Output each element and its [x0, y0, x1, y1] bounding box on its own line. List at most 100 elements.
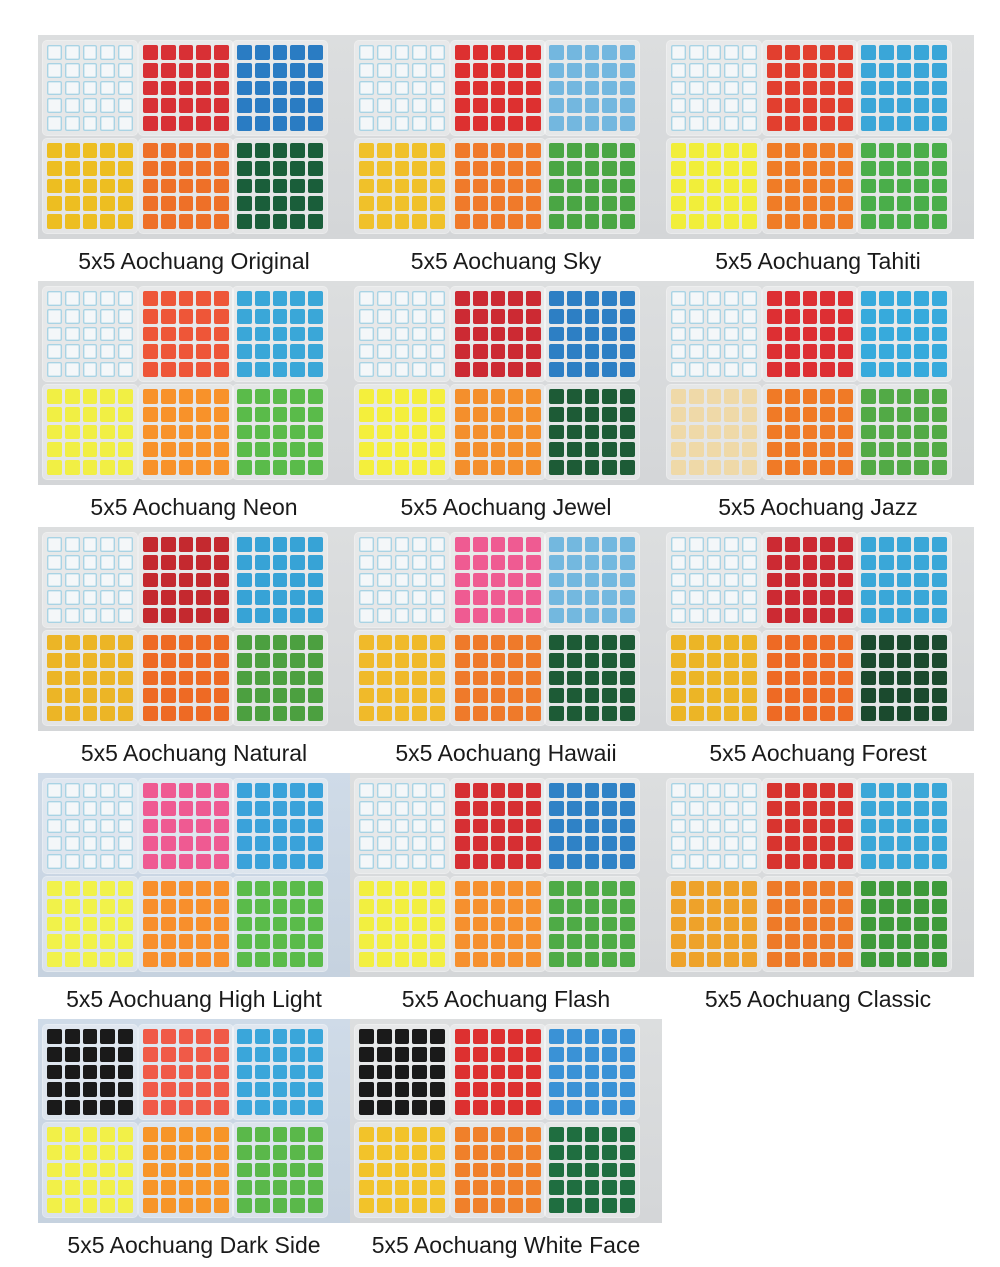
sticker-tile: [47, 590, 62, 606]
sticker-tile: [820, 116, 836, 131]
sticker-tile: [767, 308, 782, 324]
sticker-tile: [272, 1029, 288, 1044]
sticker-tile: [376, 934, 392, 950]
sticker-sheet-green-face: [545, 1123, 639, 1217]
sticker-tile: [455, 783, 470, 798]
sticker-tile: [143, 1127, 158, 1142]
sticker-tile: [602, 98, 618, 114]
sticker-tile: [272, 1046, 288, 1062]
sticker-tile: [784, 178, 800, 194]
sticker-tile: [802, 898, 818, 914]
sticker-tile: [526, 670, 541, 686]
sticker-sheet-red-face: [451, 533, 545, 627]
sticker-tile: [896, 572, 912, 588]
sticker-tile: [838, 389, 853, 404]
sticker-tile: [472, 608, 488, 623]
sticker-tile: [237, 554, 252, 570]
sticker-tile: [784, 160, 800, 176]
sticker-tile: [878, 572, 894, 588]
sticker-tile: [566, 143, 582, 158]
sticker-tile: [160, 460, 176, 475]
sticker-tile: [160, 952, 176, 967]
sticker-tile: [237, 1046, 252, 1062]
sticker-tile: [412, 854, 428, 869]
sticker-tile: [472, 460, 488, 475]
sticker-tile: [196, 178, 212, 194]
sticker-tile: [196, 934, 212, 950]
sticker-tile: [160, 670, 176, 686]
sticker-tile: [394, 670, 410, 686]
sticker-tile: [82, 98, 98, 114]
sticker-tile: [566, 898, 582, 914]
sticker-tile: [82, 291, 98, 306]
sticker-tile: [620, 442, 635, 458]
sticker-tile: [412, 143, 428, 158]
sticker-tile: [143, 45, 158, 60]
sticker-tile: [430, 1029, 445, 1044]
sticker-tile: [290, 1198, 306, 1213]
sticker-tile: [376, 554, 392, 570]
sticker-tile: [508, 898, 524, 914]
sticker-tile: [767, 652, 782, 668]
sticker-tile: [160, 652, 176, 668]
sticker-tile: [178, 1082, 194, 1098]
sticker-tile: [47, 783, 62, 798]
sticker-tile: [802, 934, 818, 950]
sticker-tile: [376, 196, 392, 212]
sticker-tile: [566, 1180, 582, 1196]
sticker-tile: [602, 1046, 618, 1062]
sticker-tile: [272, 952, 288, 967]
sticker-tile: [620, 98, 635, 114]
sticker-tile: [508, 1144, 524, 1160]
sticker-tile: [359, 898, 374, 914]
sticker-tile: [290, 1082, 306, 1098]
sticker-tile: [178, 898, 194, 914]
sticker-tile: [526, 1046, 541, 1062]
sticker-tile: [584, 952, 600, 967]
sticker-tile: [359, 143, 374, 158]
sticker-tile: [82, 554, 98, 570]
sticker-sheet-blue-face: [545, 533, 639, 627]
sticker-tile: [914, 344, 930, 360]
sticker-tile: [272, 98, 288, 114]
sticker-tile: [214, 1162, 229, 1178]
sticker-sheet-orange-face: [139, 631, 233, 725]
sticker-tile: [549, 98, 564, 114]
sticker-tile: [196, 688, 212, 704]
sticker-tile: [602, 326, 618, 342]
sticker-tile: [584, 688, 600, 704]
sticker-tile: [100, 80, 116, 96]
sticker-tile: [802, 344, 818, 360]
sticker-tile: [196, 1029, 212, 1044]
sticker-tile: [671, 98, 686, 114]
sticker-tile: [620, 881, 635, 896]
product-caption: 5x5 Aochuang Dark Side: [67, 1232, 321, 1258]
sticker-tile: [602, 389, 618, 404]
sticker-tile: [861, 836, 876, 852]
sticker-tile: [290, 1162, 306, 1178]
sticker-tile: [178, 706, 194, 721]
sticker-tile: [237, 344, 252, 360]
sticker-tile: [549, 537, 564, 552]
sticker-tile: [584, 818, 600, 834]
sticker-tile: [359, 688, 374, 704]
sticker-tile: [742, 635, 757, 650]
sticker-tile: [472, 326, 488, 342]
sticker-tile: [100, 196, 116, 212]
sticker-tile: [490, 706, 506, 721]
sticker-tile: [196, 652, 212, 668]
sticker-tile: [688, 362, 704, 377]
sticker-tile: [100, 652, 116, 668]
sticker-tile: [784, 952, 800, 967]
sticker-tile: [526, 1029, 541, 1044]
sticker-tile: [932, 836, 947, 852]
sticker-tile: [620, 326, 635, 342]
sticker-tile: [896, 952, 912, 967]
sticker-tile: [455, 916, 470, 932]
sticker-tile: [620, 836, 635, 852]
sticker-tile: [549, 608, 564, 623]
sticker-tile: [118, 916, 133, 932]
sticker-tile: [430, 652, 445, 668]
sticker-tile: [820, 344, 836, 360]
sticker-tile: [196, 818, 212, 834]
